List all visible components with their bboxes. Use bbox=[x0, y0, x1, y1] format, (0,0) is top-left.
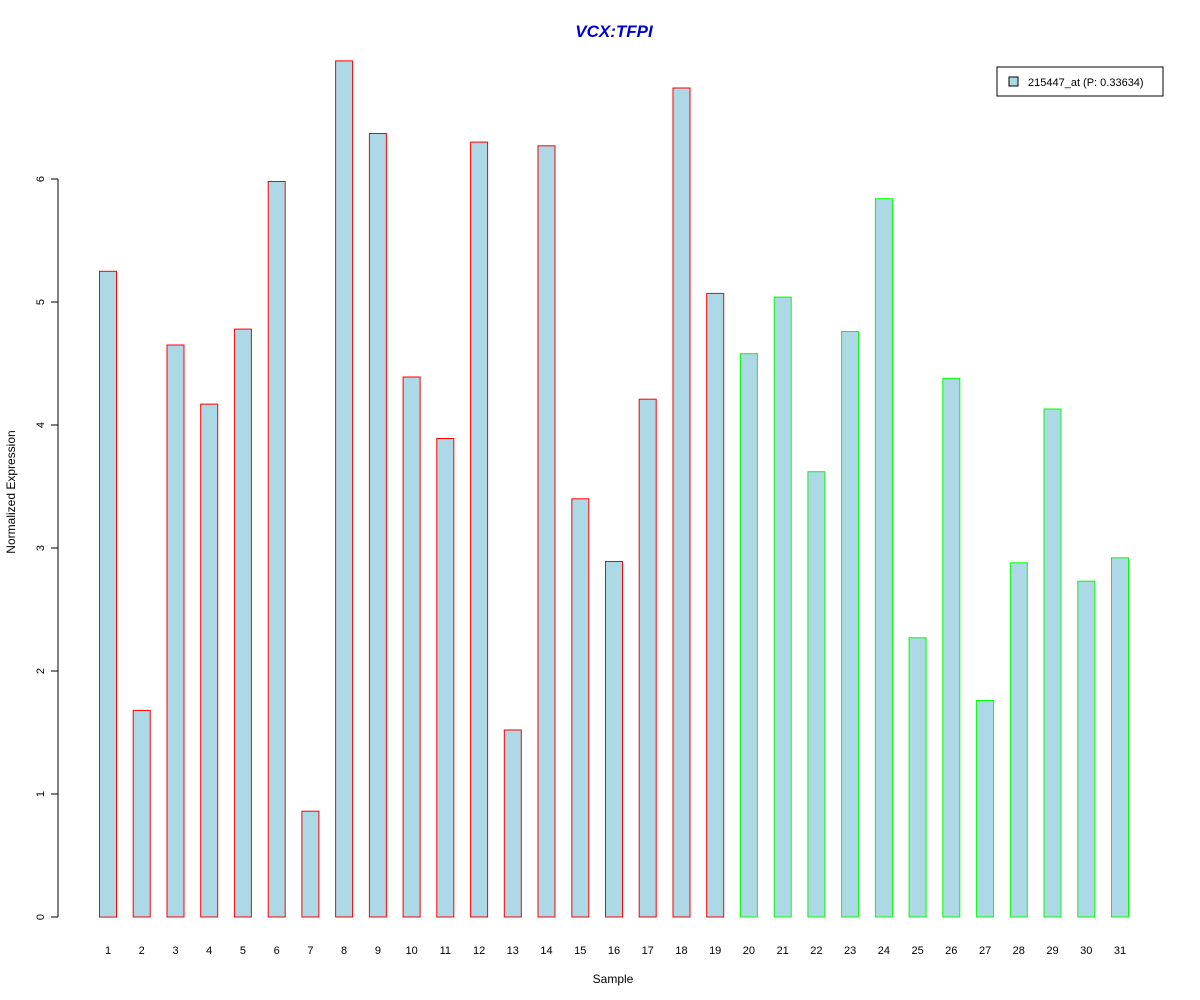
bar-sample-16 bbox=[605, 561, 623, 918]
x-tick-labels: 1 2 3 4 5 6 7 8 9 10 11 12 13 14 15 16 17 18 19 20 21 22 23 24 2… bbox=[105, 945, 1126, 957]
x-tick-label: 27 bbox=[979, 945, 991, 957]
bar-sample-29 bbox=[1043, 408, 1062, 918]
x-tick-label: 1 bbox=[105, 945, 111, 957]
bar-sample-4 bbox=[200, 403, 219, 918]
x-tick-label: 13 bbox=[507, 945, 519, 957]
bar-sample-9 bbox=[368, 133, 387, 918]
legend: 215447_at (P: 0.33634) bbox=[996, 66, 1164, 97]
x-tick-label: 26 bbox=[945, 945, 957, 957]
x-tick-label: 24 bbox=[878, 945, 890, 957]
x-tick-label: 31 bbox=[1114, 945, 1126, 957]
x-tick-label: 4 bbox=[206, 945, 212, 957]
bar-sample-5 bbox=[233, 328, 252, 918]
bar-sample-30 bbox=[1077, 580, 1096, 918]
x-tick-label: 5 bbox=[240, 945, 246, 957]
x-tick-label: 20 bbox=[743, 945, 755, 957]
x-tick-label: 14 bbox=[540, 945, 552, 957]
bar-sample-20 bbox=[739, 353, 758, 918]
bar-sample-24 bbox=[874, 198, 893, 918]
legend-box bbox=[996, 66, 1164, 97]
bar-sample-14 bbox=[537, 145, 556, 918]
legend-label: 215447_at (P: 0.33634) bbox=[1028, 77, 1144, 89]
bar-sample-22 bbox=[807, 471, 826, 918]
bar-sample-19 bbox=[706, 292, 725, 918]
x-tick-label: 11 bbox=[440, 945, 451, 957]
x-tick-label: 8 bbox=[341, 945, 347, 957]
x-axis-title: Sample bbox=[593, 972, 634, 986]
bar-sample-2 bbox=[132, 709, 151, 918]
chart-title: VCX:TFPI bbox=[575, 22, 654, 41]
bars-group bbox=[99, 60, 1129, 918]
legend-swatch bbox=[1008, 76, 1019, 87]
bar-sample-10 bbox=[402, 376, 421, 918]
x-tick-label: 23 bbox=[844, 945, 856, 957]
x-tick-label: 10 bbox=[405, 945, 417, 957]
bar-sample-28 bbox=[1009, 562, 1028, 918]
bar-sample-23 bbox=[841, 331, 860, 918]
x-tick-label: 12 bbox=[473, 945, 485, 957]
x-tick-label: 25 bbox=[911, 945, 923, 957]
y-axis-title: Normalized Expression bbox=[4, 430, 18, 553]
bar-sample-6 bbox=[267, 181, 286, 918]
bar-sample-18 bbox=[672, 87, 691, 918]
x-tick-label: 28 bbox=[1013, 945, 1025, 957]
y-tick-label: 6 bbox=[35, 176, 47, 182]
x-tick-label: 18 bbox=[675, 945, 687, 957]
y-tick-label: 3 bbox=[35, 545, 47, 551]
x-tick-label: 7 bbox=[307, 945, 313, 957]
y-tick-label: 4 bbox=[35, 422, 47, 428]
bar-sample-17 bbox=[638, 398, 657, 918]
bar-sample-8 bbox=[335, 60, 354, 918]
x-tick-label: 6 bbox=[274, 945, 280, 957]
y-tick-label: 0 bbox=[35, 914, 47, 920]
bar-sample-31 bbox=[1111, 557, 1129, 918]
bar-sample-27 bbox=[976, 700, 995, 918]
y-axis: 0 1 2 3 4 5 6 bbox=[35, 176, 59, 920]
x-tick-label: 17 bbox=[642, 945, 654, 957]
bar-sample-21 bbox=[773, 296, 792, 918]
y-tick-label: 1 bbox=[35, 791, 47, 797]
bar-sample-13 bbox=[503, 729, 522, 918]
bar-sample-11 bbox=[436, 438, 455, 918]
bar-sample-1 bbox=[99, 270, 117, 918]
x-tick-label: 3 bbox=[172, 945, 178, 957]
x-tick-label: 2 bbox=[139, 945, 145, 957]
bar-sample-7 bbox=[301, 810, 320, 918]
bar-sample-25 bbox=[908, 637, 927, 918]
x-tick-label: 29 bbox=[1046, 945, 1058, 957]
bar-sample-3 bbox=[166, 344, 185, 918]
bar-sample-12 bbox=[470, 141, 489, 918]
x-tick-label: 16 bbox=[608, 945, 620, 957]
y-tick-label: 5 bbox=[35, 299, 47, 305]
x-tick-label: 21 bbox=[777, 945, 789, 957]
x-tick-label: 22 bbox=[810, 945, 822, 957]
bar-sample-15 bbox=[571, 498, 590, 918]
x-tick-label: 15 bbox=[574, 945, 586, 957]
bar-sample-26 bbox=[942, 377, 961, 918]
x-tick-label: 9 bbox=[375, 945, 381, 957]
x-tick-label: 19 bbox=[709, 945, 721, 957]
y-tick-label: 2 bbox=[35, 668, 47, 674]
x-tick-label: 30 bbox=[1080, 945, 1092, 957]
